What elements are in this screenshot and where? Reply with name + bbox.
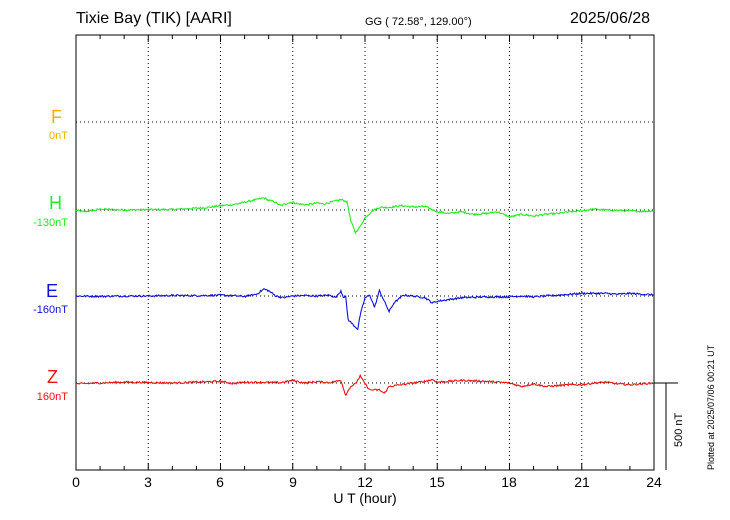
x-tick-label: 18	[501, 474, 517, 490]
series-baseline-h: -130nT	[33, 217, 68, 229]
x-tick-label: 24	[646, 474, 662, 490]
scale-bar-label: 500 nT	[673, 412, 685, 447]
x-tick-label: 9	[289, 474, 297, 490]
plotted-timestamp: Plotted at 2025/07/06 00:21 UT	[706, 344, 716, 470]
series-line-e	[75, 288, 654, 331]
date-label: 2025/06/28	[570, 10, 651, 27]
series-label-h: H	[49, 193, 62, 213]
station-title: Tixie Bay (TIK) [AARI]	[76, 10, 232, 27]
series-baseline-e: -160nT	[33, 304, 68, 316]
x-tick-label: 15	[429, 474, 445, 490]
plot-frame	[75, 34, 655, 471]
x-tick-label: 21	[574, 474, 590, 490]
scale-bar	[654, 382, 678, 470]
series-line-h	[75, 197, 654, 235]
series-line-z	[75, 373, 655, 397]
x-tick-label: 3	[144, 474, 152, 490]
baseline-gridlines	[76, 35, 654, 470]
x-axis-ticks	[75, 35, 655, 470]
series-baseline-f: 0nT	[49, 130, 68, 142]
station-coordinates: GG ( 72.58°, 129.00°)	[365, 16, 472, 28]
x-tick-label: 12	[357, 474, 373, 490]
series-lines	[75, 197, 655, 397]
x-tick-label: 6	[216, 474, 224, 490]
series-label-e: E	[45, 281, 58, 301]
x-tick-label: 0	[72, 474, 80, 490]
series-label-z: Z	[47, 367, 58, 387]
series-label-f: F	[51, 107, 62, 127]
series-baseline-z: 160nT	[36, 391, 68, 403]
x-axis-label: U T (hour)	[333, 490, 397, 506]
